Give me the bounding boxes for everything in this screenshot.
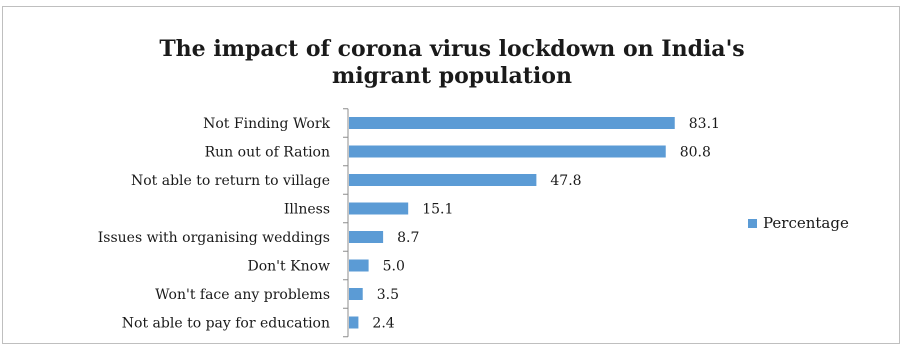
category-label: Illness — [284, 202, 330, 218]
category-label: Issues with organising weddings — [98, 230, 330, 246]
bar — [349, 202, 409, 215]
bar — [349, 316, 359, 329]
category-label: Run out of Ration — [205, 145, 330, 161]
legend-label: Percentage — [763, 214, 849, 232]
bar-value-label: 5.0 — [383, 259, 405, 275]
category-label: Not able to return to village — [131, 173, 330, 189]
category-label: Don't Know — [248, 259, 330, 275]
bar — [349, 231, 384, 243]
bar — [349, 145, 666, 158]
bar-value-label: 2.4 — [372, 316, 394, 332]
bar — [349, 259, 369, 272]
chart-title: The impact of corona virus lockdown on I… — [159, 36, 745, 89]
bar-value-label: 83.1 — [689, 116, 720, 132]
bar-value-label: 47.8 — [550, 173, 581, 189]
bar — [349, 174, 537, 186]
legend: Percentage — [748, 214, 849, 232]
category-label: Not Finding Work — [203, 116, 330, 132]
bar-value-label: 3.5 — [377, 287, 399, 303]
category-label: Not able to pay for education — [122, 316, 330, 332]
bar — [349, 117, 675, 129]
legend-swatch — [748, 218, 757, 228]
bar — [349, 288, 363, 300]
bar-value-label: 15.1 — [422, 202, 453, 218]
bar-value-label: 8.7 — [397, 230, 419, 246]
bar-value-label: 80.8 — [680, 145, 711, 161]
category-label: Won't face any problems — [155, 287, 330, 303]
